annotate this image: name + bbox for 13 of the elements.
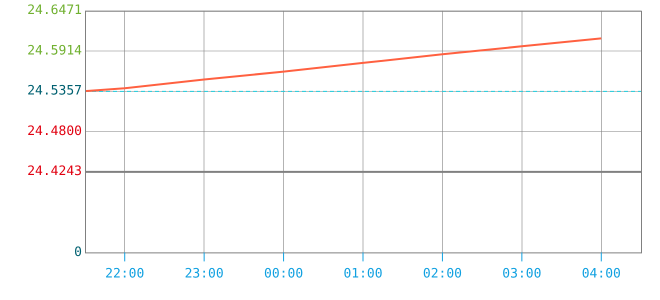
text: 0 (74, 244, 82, 260)
x-tick-label: 01:00 (343, 266, 383, 282)
x-tick-label: 23:00 (184, 266, 224, 282)
x-tick-label: 04:00 (582, 266, 621, 282)
y-tick-label: 24.4800 (27, 124, 82, 139)
x-tick-label: 02:00 (422, 266, 462, 282)
y-tick-label: 24.6471 (27, 3, 82, 18)
y-tick-label: 24.5357 (27, 84, 82, 99)
y-tick-label: 24.4243 (27, 164, 82, 180)
y-tick-label: 24.5914 (27, 43, 82, 58)
x-tick-label: 22:00 (105, 266, 144, 282)
x-tick-label: 00:00 (264, 266, 304, 282)
x-tick-label: 03:00 (502, 266, 542, 282)
